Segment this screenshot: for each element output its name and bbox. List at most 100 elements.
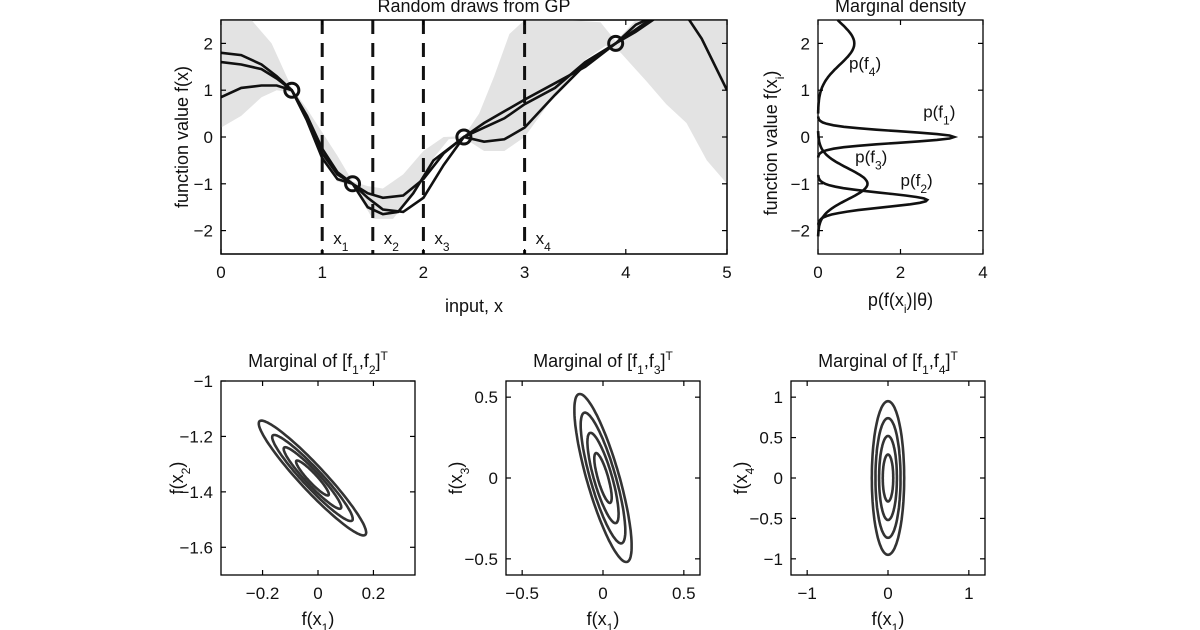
test-input-label-2: x2 [384,229,400,254]
gp-y-tick-label: −1 [194,175,213,194]
text-span: f(x [302,609,322,629]
density-curve-2 [816,116,959,158]
gp-plot-content [221,20,727,254]
m13-x-tick-label: 0 [598,584,607,603]
text-span: ] [946,351,951,371]
text-span: 1 [943,113,950,127]
text-span: x [384,229,393,248]
m12-y-tick-label: −1 [194,372,213,391]
m14-x-axis-label: f(x1) [872,609,905,630]
text-span: p(f [901,171,921,190]
m12-contour-1 [257,419,368,537]
text-span: p(f [923,102,943,121]
gp-x-axis-label: input, x [445,296,503,316]
m12-y-tick-label: −1.2 [179,427,213,446]
text-span: )|θ) [906,290,933,310]
density-curve-1 [816,19,856,114]
density-y-tick-label: −2 [791,222,810,241]
density-label-3: p(f3) [855,148,887,173]
text-span: f(x [587,609,607,629]
text-span: 1 [637,363,644,377]
gp-y-tick-label: 1 [204,81,213,100]
text-span: 1 [892,621,899,630]
text-span: ) [613,609,619,629]
text-span: 1 [607,621,614,630]
text-span: T [666,349,674,363]
observation-marker [455,128,473,146]
gp-draw-3 [221,20,727,214]
m13-y-axis-label: f(x3) [446,462,472,495]
text-span: f(x [167,474,187,494]
gp-x-tick-label: 5 [722,263,731,282]
text-span: T [951,349,959,363]
text-span: ) [761,71,781,77]
text-span: p(f(x [868,290,904,310]
text-span: ) [446,462,466,468]
text-span: 2 [392,240,399,254]
gp-title: Random draws from GP [377,0,570,16]
m13-y-tick-label: 0.5 [474,388,498,407]
text-span: ,f [929,351,940,371]
density-title: Marginal density [835,0,966,16]
text-span: ] [376,351,381,371]
text-span: f(x [872,609,892,629]
text-span: Marginal of [f [248,351,353,371]
text-span: i [773,77,787,80]
m14-x-tick-label: 0 [883,584,892,603]
text-span: f(x [446,474,466,494]
density-label-4: p(f4) [849,54,881,79]
text-span: i [904,302,907,316]
test-input-label-4: x4 [536,229,552,254]
text-span: 1 [342,240,349,254]
density-y-tick-label: 2 [801,34,810,53]
density-label-2: p(f2) [901,171,933,196]
m12-contour-2 [270,433,354,523]
text-span: ) [875,54,881,73]
text-span: ] [661,351,666,371]
m13-y-tick-label: 0 [489,469,498,488]
text-span: ) [731,462,751,468]
density-plot-area [817,19,984,255]
m12-y-tick-label: −1.4 [179,483,213,502]
text-span: 1 [922,363,929,377]
m12-x-tick-label: 0 [313,584,322,603]
text-span: ) [927,171,933,190]
m13-contour-4 [593,451,613,505]
density-x-axis-label: p(f(xi)|θ) [868,290,933,316]
m14-y-axis-label: f(x4) [731,462,757,495]
m12-y-axis-label: f(x2) [167,462,193,495]
text-span: function value f(x [761,79,781,215]
m14-x-tick-label: 1 [964,584,973,603]
m14-y-tick-label: −1 [764,550,783,569]
text-span: 1 [322,621,329,630]
text-span: f(x [731,474,751,494]
m13-x-axis-label: f(x1) [587,609,620,630]
m14-contour-2 [874,416,902,540]
m14-y-tick-label: 0 [774,469,783,488]
m13-contour-1 [573,392,633,564]
text-span: ) [167,462,187,468]
density-x-tick-label: 4 [978,263,987,282]
text-span: p(f [849,54,869,73]
m12-title: Marginal of [f1,f2]T [248,349,388,377]
text-span: Marginal of [f [818,351,923,371]
text-span: 3 [443,240,450,254]
gp-y-axis-label: function value f(x) [172,66,192,208]
m12-contour-4 [294,459,331,497]
observation-marker [344,175,362,193]
text-span: Marginal of [f [533,351,638,371]
m12-x-tick-label: −0.2 [246,584,280,603]
density-x-tick-label: 0 [813,263,822,282]
density-y-tick-label: −1 [791,175,810,194]
m14-plot-area [790,380,986,576]
density-y-axis-label: function value f(xi) [761,71,787,216]
m13-y-tick-label: −0.5 [464,550,498,569]
text-span: 4 [544,240,551,254]
m14-y-tick-label: 0.5 [759,429,783,448]
gp-x-tick-label: 2 [419,263,428,282]
